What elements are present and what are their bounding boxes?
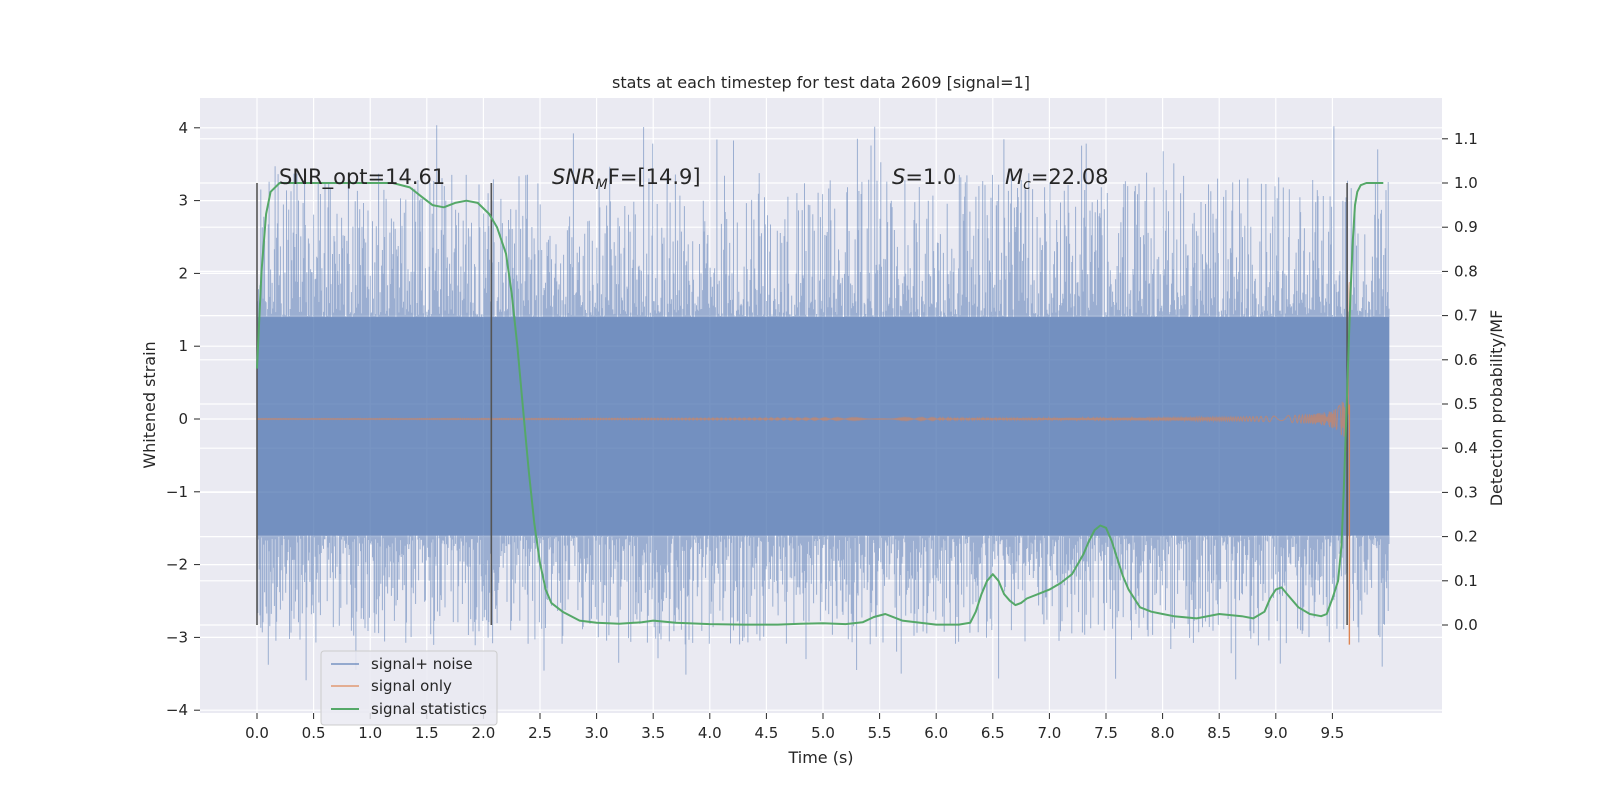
y-right-tick-label: 0.1 xyxy=(1454,572,1478,590)
y-left-tick-label: 4 xyxy=(178,119,188,137)
signal-statistics-series xyxy=(256,182,1384,626)
y-left-tick-label: 0 xyxy=(178,410,188,428)
legend-label-noise: signal+ noise xyxy=(371,655,473,673)
y-right-tick-label: 1.0 xyxy=(1454,174,1478,192)
signal-statistics-line xyxy=(256,182,1384,626)
x-tick-label: 5.5 xyxy=(868,724,892,742)
y-right-tick-label: 0.4 xyxy=(1454,439,1478,457)
annotation-mc-sub: c xyxy=(1023,177,1031,193)
x-tick-label: 6.5 xyxy=(981,724,1005,742)
y-right-tick-label: 0.5 xyxy=(1454,395,1478,413)
annotation-mc-symbol: M xyxy=(1005,165,1023,189)
x-tick-label: 2.5 xyxy=(528,724,552,742)
legend-label-signal: signal only xyxy=(371,677,452,695)
x-tick-label: 7.5 xyxy=(1094,724,1118,742)
y-right-tick-label: 0.9 xyxy=(1454,218,1478,236)
annotation-snr-mf-sub: M xyxy=(596,177,608,193)
x-tick-label: 3.5 xyxy=(641,724,665,742)
x-tick-label: 4.0 xyxy=(698,724,722,742)
y-left-tick-label: 1 xyxy=(178,337,188,355)
y-right-tick-label: 0.7 xyxy=(1454,307,1478,325)
y-left-tick-label: 2 xyxy=(178,264,188,282)
x-tick-label: 4.5 xyxy=(754,724,778,742)
y-right-tick-label: 0.6 xyxy=(1454,351,1478,369)
annotation-snr-mf-value: F=[14.9] xyxy=(608,165,701,189)
y-left-tick-label: −3 xyxy=(166,628,188,646)
legend-label-stats: signal statistics xyxy=(371,700,487,718)
signal-noise-series xyxy=(256,125,1390,681)
y-axis-right-ticks: 1.1 1.0 0.9 0.8 0.7 0.6 0.5 0.4 0.3 0.2 0.1 0.0 xyxy=(1442,130,1478,634)
chart-title: stats at each timestep for test data 260… xyxy=(612,73,1030,92)
y-axis-left-label: Whitened strain xyxy=(140,341,159,468)
x-tick-label: 0.0 xyxy=(245,724,269,742)
x-tick-label: 0.5 xyxy=(302,724,326,742)
y-right-tick-label: 0.0 xyxy=(1454,616,1478,634)
x-tick-label: 9.5 xyxy=(1320,724,1344,742)
legend: signal+ noise signal only signal statist… xyxy=(320,650,498,726)
x-tick-label: 6.0 xyxy=(924,724,948,742)
annotation-snr-mf-symbol: SNR xyxy=(552,165,596,189)
x-tick-label: 9.0 xyxy=(1264,724,1288,742)
annotation-mc-value: =22.08 xyxy=(1031,165,1109,189)
annotation-s: S=1.0 xyxy=(892,165,956,189)
signal-only-series xyxy=(256,281,1351,645)
annotation-s-value: =1.0 xyxy=(905,165,956,189)
x-tick-label: 1.0 xyxy=(358,724,382,742)
x-tick-label: 3.0 xyxy=(585,724,609,742)
x-tick-label: 7.0 xyxy=(1037,724,1061,742)
annotations: SNR_opt=14.61 SNRMF=[14.9] S=1.0 Mc=22.0… xyxy=(279,165,1109,193)
y-left-tick-label: −1 xyxy=(166,483,188,501)
x-axis-label: Time (s) xyxy=(787,748,853,767)
y-right-tick-label: 0.8 xyxy=(1454,262,1478,280)
x-axis-ticks: 0.0 0.5 1.0 1.5 2.0 2.5 3.0 3.5 4.0 4.5 5.0 5.5 6.0 6… xyxy=(245,713,1344,742)
annotation-snr-opt: SNR_opt=14.61 xyxy=(279,165,445,190)
x-tick-label: 5.0 xyxy=(811,724,835,742)
annotation-mc: Mc=22.08 xyxy=(1005,165,1109,193)
y-left-tick-label: 3 xyxy=(178,192,188,210)
y-left-tick-label: −4 xyxy=(166,701,188,719)
signal-only-trace xyxy=(256,281,1350,451)
y-right-tick-label: 0.2 xyxy=(1454,528,1478,546)
y-right-tick-label: 0.3 xyxy=(1454,483,1478,501)
y-right-tick-label: 1.1 xyxy=(1454,130,1478,148)
x-tick-label: 8.5 xyxy=(1207,724,1231,742)
x-tick-label: 8.0 xyxy=(1151,724,1175,742)
y-axis-left-ticks: 4 3 2 1 0 −1 −2 −3 −4 xyxy=(166,119,200,719)
x-tick-label: 1.5 xyxy=(415,724,439,742)
legend-box xyxy=(320,650,498,726)
annotation-snr-mf: SNRMF=[14.9] xyxy=(552,165,701,193)
y-axis-right-label: Detection probability/MF xyxy=(1487,310,1506,507)
annotation-s-symbol: S xyxy=(892,165,905,189)
x-tick-label: 2.0 xyxy=(471,724,495,742)
y-left-tick-label: −2 xyxy=(166,556,188,574)
